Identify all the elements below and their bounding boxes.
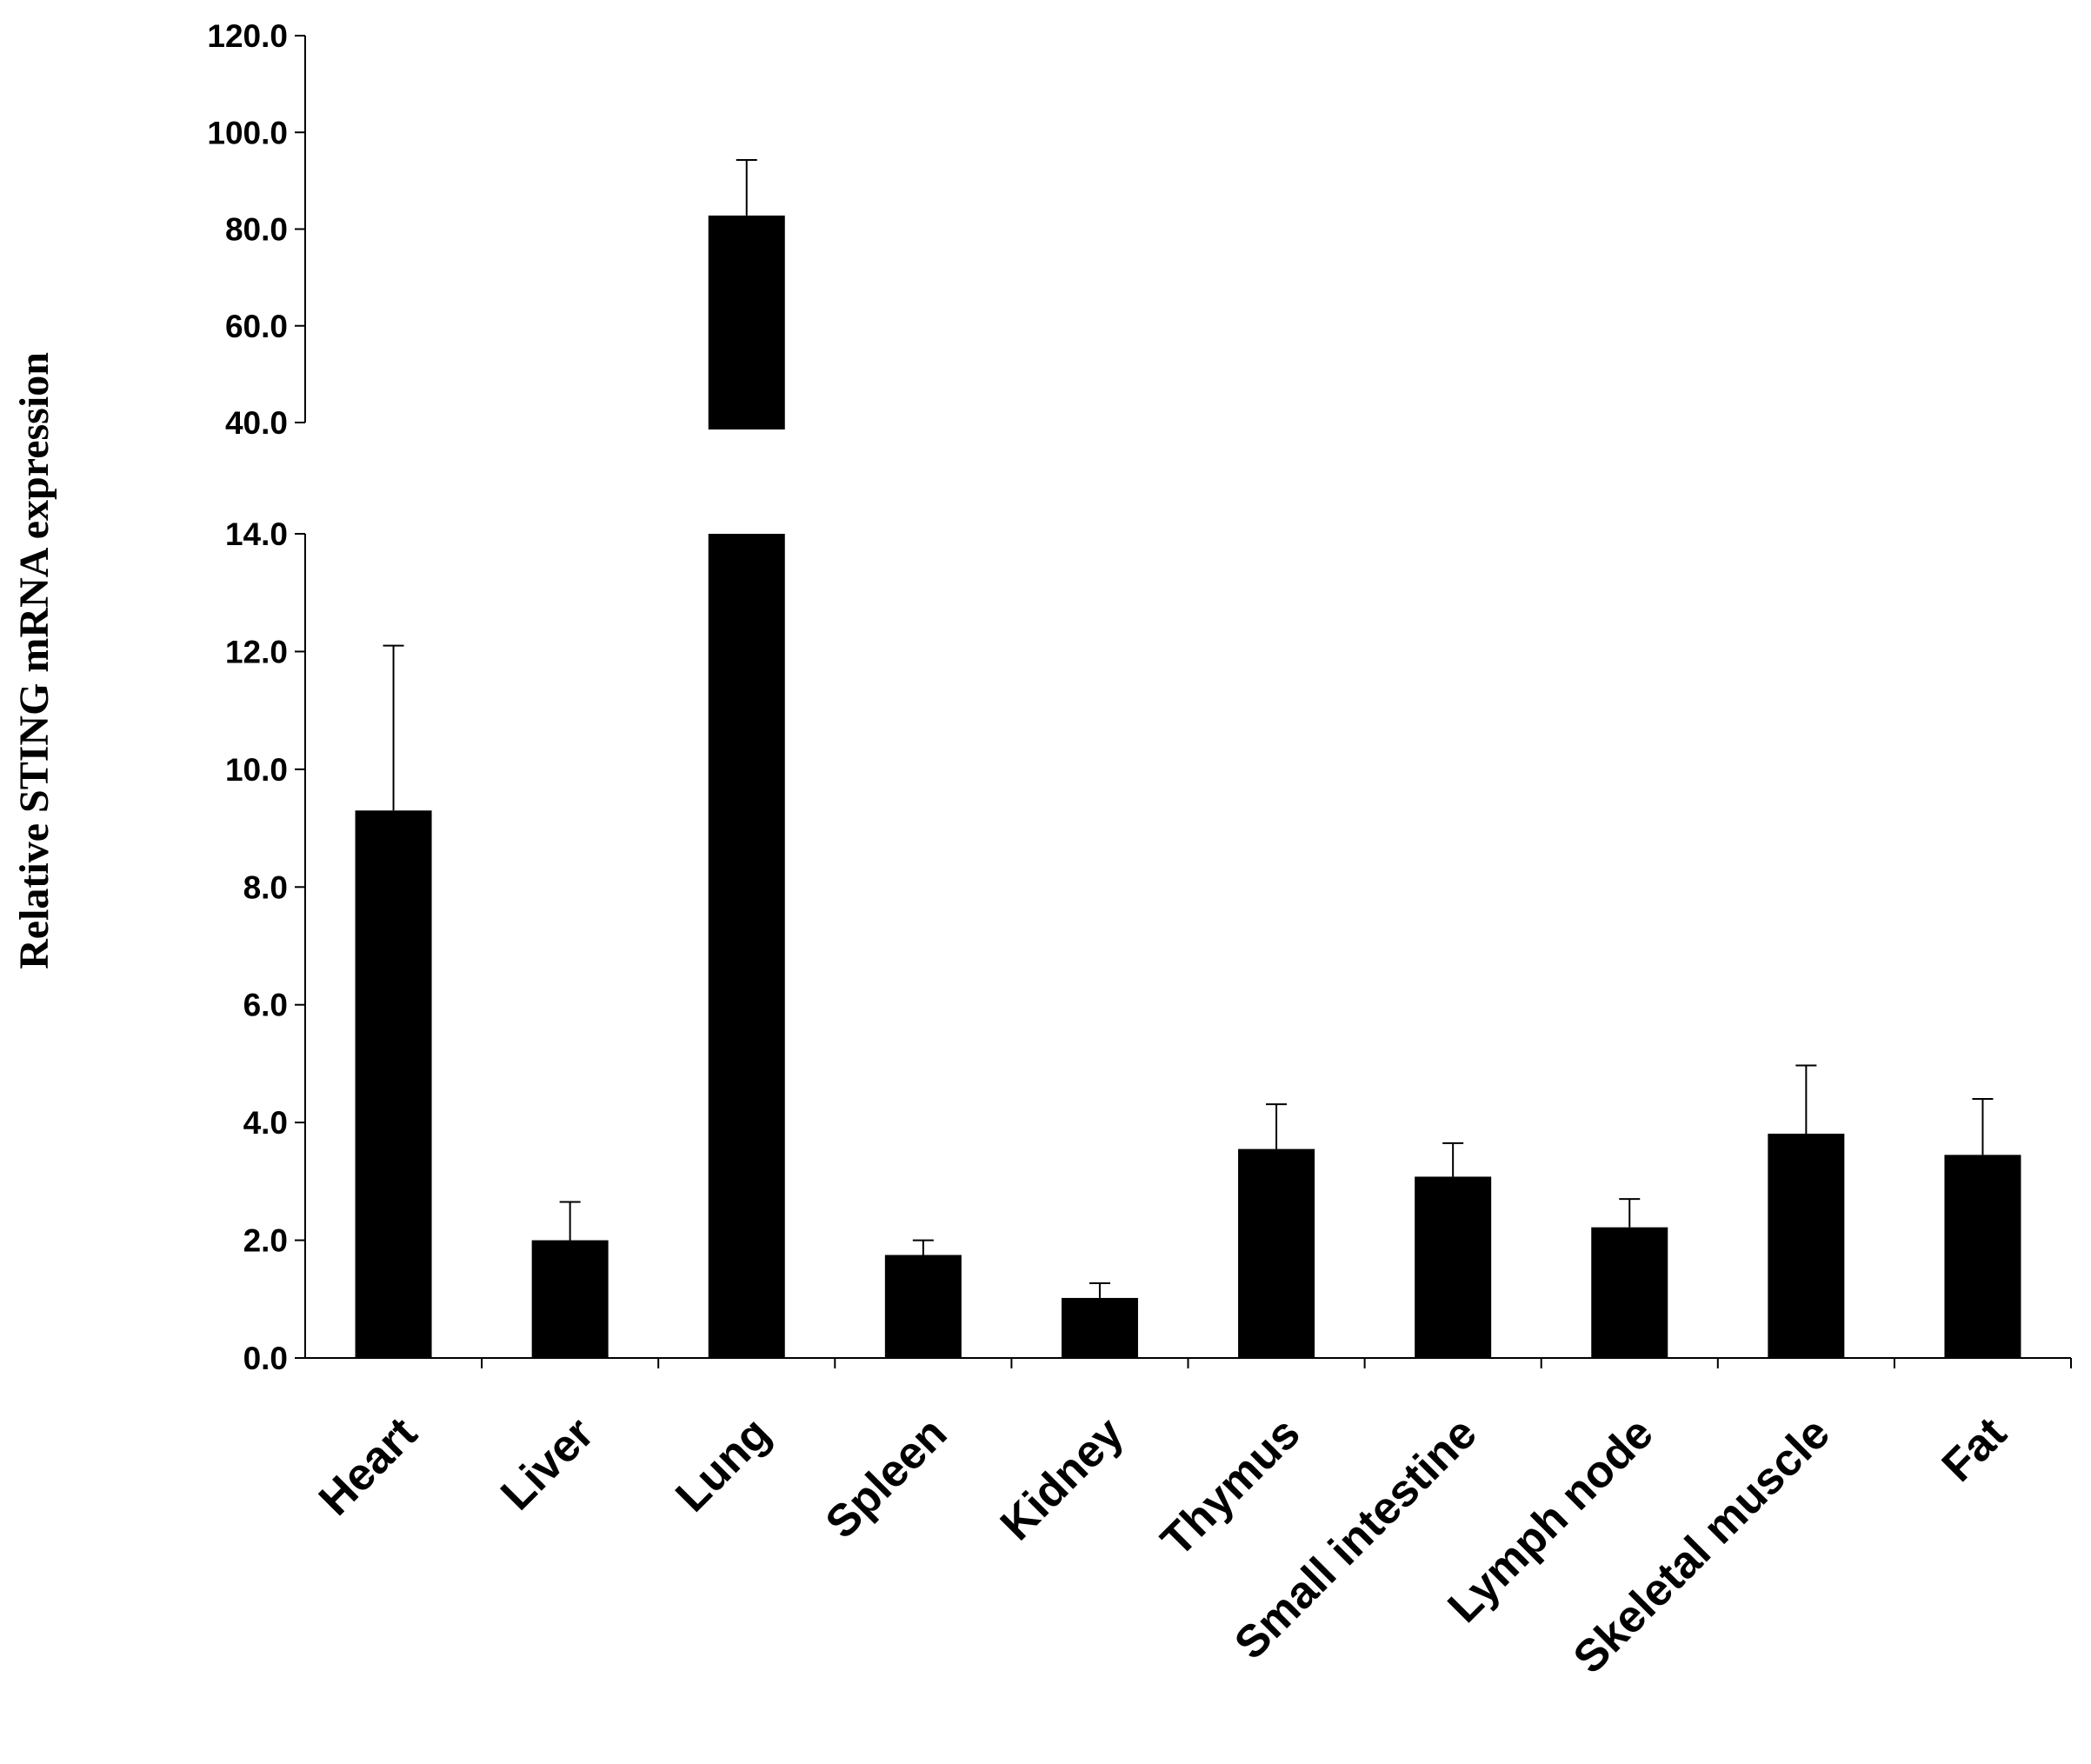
bar-skeletal-muscle	[1768, 1134, 1845, 1358]
x-tick-label: Spleen	[816, 1408, 957, 1548]
bar-heart	[355, 810, 432, 1358]
x-tick-label: Liver	[491, 1408, 603, 1520]
y-tick-label: 80.0	[225, 212, 288, 248]
y-tick-label: 14.0	[225, 516, 288, 552]
x-tick-label: Kidney	[991, 1408, 1134, 1550]
bar-lung-lower	[708, 534, 785, 1358]
x-tick-label: Heart	[310, 1408, 427, 1525]
x-tick-label: Lung	[666, 1408, 780, 1521]
y-tick-label: 6.0	[243, 988, 288, 1023]
y-tick-label: 0.0	[243, 1341, 288, 1376]
bar-fat	[1944, 1155, 2021, 1358]
x-tick-label: Thymus	[1152, 1408, 1310, 1566]
x-tick-label: Fat	[1933, 1408, 2016, 1491]
bar-lung-upper	[708, 215, 785, 429]
bar-small-intestine	[1415, 1176, 1492, 1358]
y-tick-label: 4.0	[243, 1105, 288, 1141]
y-tick-label: 8.0	[243, 869, 288, 905]
y-tick-label: 60.0	[225, 309, 288, 344]
y-tick-label: 10.0	[225, 752, 288, 788]
bar-spleen	[884, 1255, 962, 1358]
bar-lymph-node	[1591, 1227, 1668, 1358]
y-tick-label: 12.0	[225, 634, 288, 669]
y-tick-label: 100.0	[207, 115, 288, 150]
y-tick-label: 120.0	[207, 18, 288, 54]
bar-liver	[531, 1240, 609, 1358]
y-tick-label: 2.0	[243, 1223, 288, 1259]
y-axis-label: Relative STING mRNA expression	[11, 352, 57, 969]
bar-kidney	[1061, 1297, 1138, 1358]
bar-thymus	[1238, 1148, 1315, 1358]
y-tick-label: 40.0	[225, 405, 288, 441]
